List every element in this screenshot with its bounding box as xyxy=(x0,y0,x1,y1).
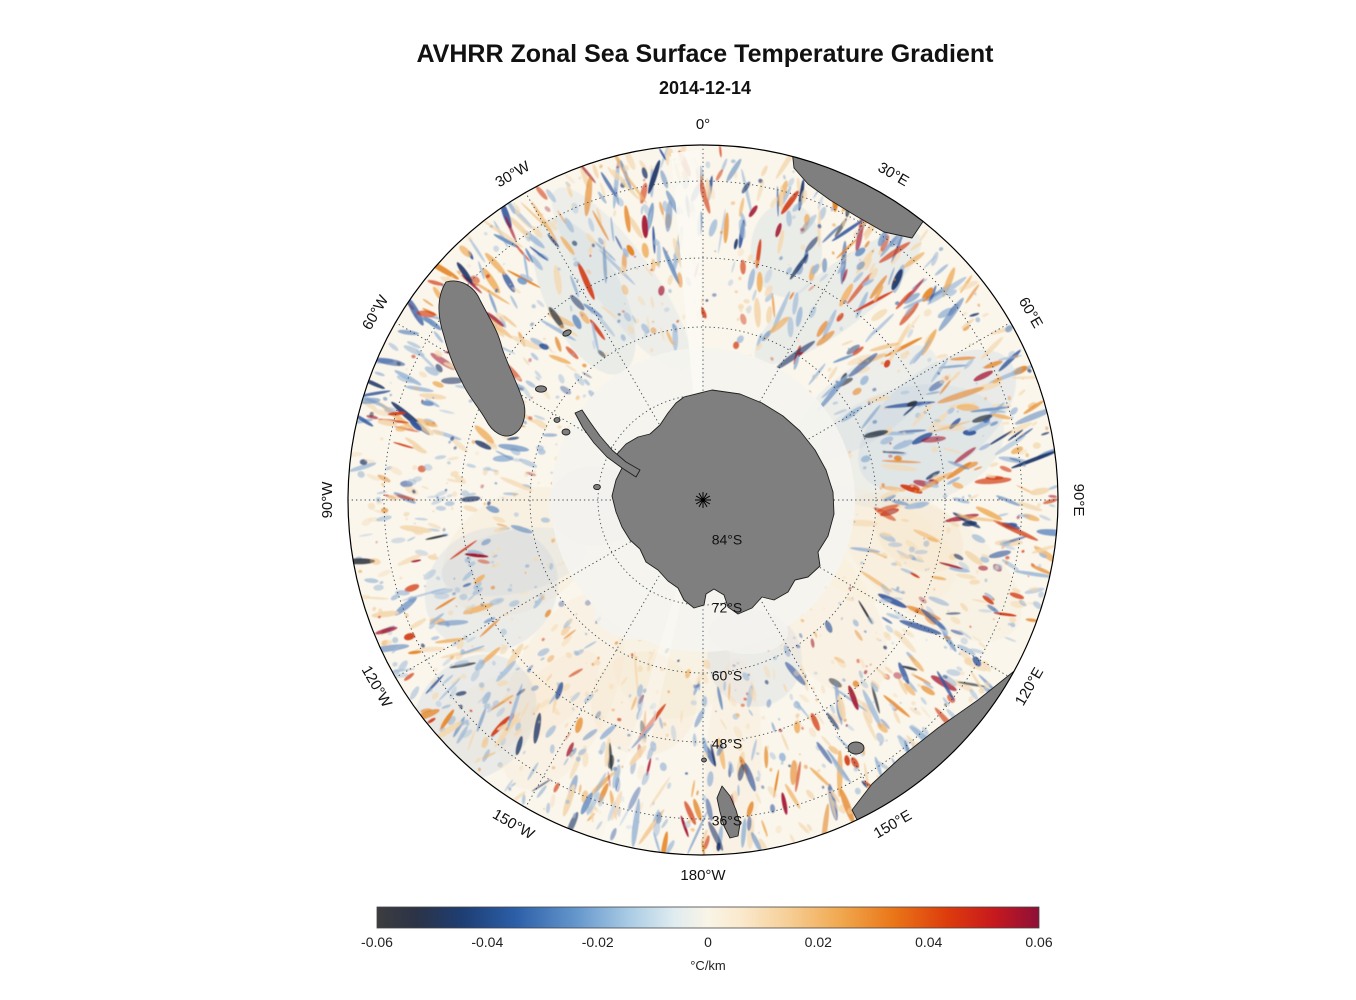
figure-header: AVHRR Zonal Sea Surface Temperature Grad… xyxy=(54,40,1356,99)
island xyxy=(561,428,571,436)
map-outline xyxy=(347,144,1059,856)
meridian-label-120W: 120°W xyxy=(358,663,396,711)
colorbar-gradient-bar xyxy=(376,906,1040,929)
land-south-america xyxy=(438,280,526,437)
land-new-zealand xyxy=(716,785,741,839)
parallel-label-72S: 72°S xyxy=(712,600,743,616)
island xyxy=(593,483,601,491)
ice-patch xyxy=(708,610,788,654)
parallel-label-36S: 36°S xyxy=(712,813,743,829)
meridian-label-0: 0° xyxy=(696,116,710,133)
parallel-label-84S: 84°S xyxy=(712,532,743,548)
island-tasmania xyxy=(847,741,865,755)
meridian-label-150E: 150°E xyxy=(871,807,915,842)
figure-title: AVHRR Zonal Sea Surface Temperature Grad… xyxy=(416,40,994,68)
meridian-label-60E: 60°E xyxy=(1015,294,1046,331)
meridian-label-30W: 30°W xyxy=(493,158,534,192)
meridian-label-60W: 60°W xyxy=(359,292,393,333)
colorbar-tick-2: -0.02 xyxy=(582,934,614,950)
island xyxy=(553,417,561,423)
meridian-label-150W: 150°W xyxy=(489,806,537,844)
south-pole-marker xyxy=(695,492,711,508)
colorbar-tick-3: 0 xyxy=(704,934,712,950)
parallel-label-48S: 48°S xyxy=(712,736,743,752)
meridian-label-180W: 180°W xyxy=(680,867,726,884)
island-falklands xyxy=(535,385,547,393)
meridian-label-90E: 90°E xyxy=(1070,484,1087,517)
colorbar: -0.06 -0.04 -0.02 0 0.02 0.04 0.06 °C/km xyxy=(361,906,1053,973)
island xyxy=(701,757,707,763)
figure-date: 2014-12-14 xyxy=(658,78,752,98)
colorbar-unit-label: °C/km xyxy=(690,958,726,973)
parallel-label-60S: 60°S xyxy=(712,668,743,684)
map-disc xyxy=(348,145,1058,855)
colorbar-tick-0: -0.06 xyxy=(361,934,393,950)
colorbar-tick-4: 0.02 xyxy=(805,934,832,950)
colorbar-tick-1: -0.04 xyxy=(471,934,503,950)
ice-patch xyxy=(594,584,686,640)
colorbar-tick-6: 0.06 xyxy=(1025,934,1052,950)
colorbar-tick-5: 0.04 xyxy=(915,934,942,950)
meridian-label-30E: 30°E xyxy=(875,159,912,190)
meridian-label-90W: 90°W xyxy=(319,481,336,519)
island-south-georgia xyxy=(562,329,572,337)
land-antarctic-peninsula xyxy=(574,409,641,478)
meridian-label-120E: 120°E xyxy=(1012,665,1047,709)
